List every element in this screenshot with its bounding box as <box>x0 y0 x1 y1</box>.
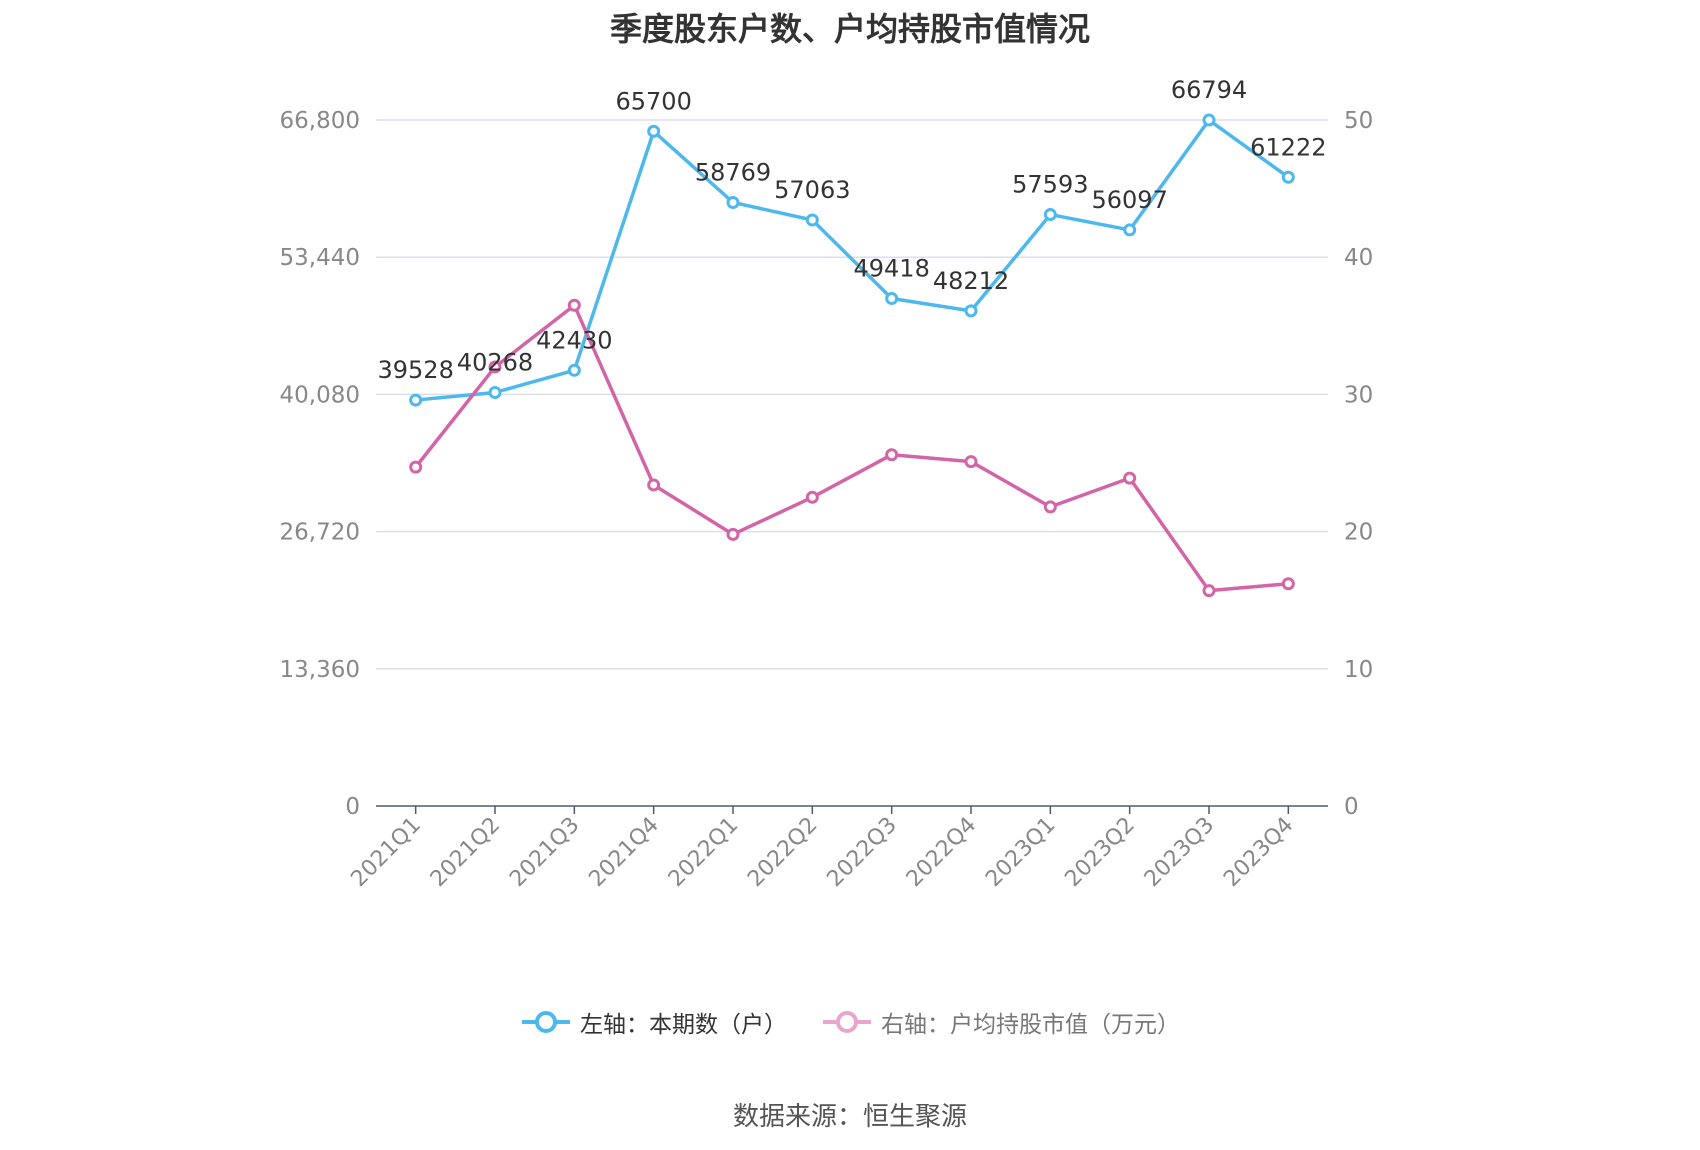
data-point <box>567 298 581 312</box>
data-point <box>488 360 502 374</box>
data-point <box>805 213 819 227</box>
data-point <box>726 527 740 541</box>
data-label: 56097 <box>1091 186 1167 214</box>
y-left-tick-label: 0 <box>345 794 360 820</box>
data-label: 40268 <box>457 348 533 376</box>
data-label: 61222 <box>1250 133 1326 161</box>
data-point <box>409 393 423 407</box>
data-label: 57593 <box>1012 171 1088 199</box>
data-point <box>964 304 978 318</box>
data-point <box>1123 471 1137 485</box>
y-left-tick-label: 26,720 <box>280 520 360 546</box>
data-label: 57063 <box>774 176 850 204</box>
data-point <box>805 490 819 504</box>
line-circle-icon <box>522 1011 570 1033</box>
data-point <box>1043 208 1057 222</box>
data-point <box>885 292 899 306</box>
x-tick-label: 2023Q3 <box>1140 813 1219 892</box>
y-right-tick-label: 50 <box>1344 108 1373 134</box>
y-left-tick-label: 40,080 <box>280 382 360 408</box>
legend-item-avg-value[interactable]: 右轴：户均持股市值（万元） <box>821 1005 1180 1039</box>
data-point <box>726 195 740 209</box>
line-circle-icon <box>823 1011 871 1033</box>
legend-label-households: 左轴：本期数（户） <box>580 1012 787 1038</box>
data-label: 39528 <box>377 356 453 384</box>
data-point <box>647 478 661 492</box>
y-right-tick-label: 20 <box>1344 520 1373 546</box>
data-point <box>567 363 581 377</box>
y-right-tick-label: 0 <box>1344 794 1359 820</box>
x-tick-label: 2023Q4 <box>1219 813 1298 892</box>
series-line-1 <box>414 303 1289 593</box>
data-label: 66794 <box>1171 76 1247 104</box>
grid-lines <box>376 119 1328 670</box>
data-point <box>1123 223 1137 237</box>
series-line-0 <box>415 118 1290 402</box>
y-right-tick-label: 30 <box>1344 382 1373 408</box>
data-point <box>647 124 661 138</box>
x-tick-label: 2022Q3 <box>822 813 901 892</box>
legend-label-avg-value: 右轴：户均持股市值（万元） <box>881 1012 1180 1038</box>
data-label: 49418 <box>853 255 929 283</box>
y-left-tick-label: 66,800 <box>280 108 360 134</box>
data-point <box>1281 577 1295 591</box>
chart-title: 季度股东户数、户均持股市值情况 <box>609 10 1090 48</box>
data-point <box>409 460 423 474</box>
x-tick-label: 2022Q4 <box>902 813 981 892</box>
data-point <box>1281 170 1295 184</box>
data-source: 数据来源：恒生聚源 <box>732 1102 967 1132</box>
data-label: 58769 <box>695 158 771 186</box>
legend-item-households[interactable]: 左轴：本期数（户） <box>520 1005 787 1039</box>
data-point <box>1043 500 1057 514</box>
data-point <box>1202 584 1216 598</box>
x-tick-label: 2021Q1 <box>346 813 425 892</box>
x-tick-label: 2023Q2 <box>1060 813 1139 892</box>
y-left-tick-label: 13,360 <box>280 657 360 683</box>
x-tick-label: 2021Q3 <box>505 813 584 892</box>
data-point <box>1202 113 1216 127</box>
data-point <box>488 385 502 399</box>
data-point <box>885 448 899 462</box>
x-tick-label: 2021Q4 <box>584 813 663 892</box>
data-label: 42430 <box>536 326 612 354</box>
x-tick-label: 2021Q2 <box>426 813 505 892</box>
x-tick-label: 2022Q2 <box>743 813 822 892</box>
data-label: 65700 <box>615 87 691 115</box>
x-tick-label: 2023Q1 <box>981 813 1060 892</box>
data-label: 48212 <box>933 267 1009 295</box>
y-right-tick-label: 40 <box>1344 245 1373 271</box>
axes: 0 0 13,360 10 26,720 20 40,080 30 53,440 40 66,800… <box>280 108 1374 892</box>
x-tick-label: 2022Q1 <box>664 813 743 892</box>
y-left-tick-label: 53,440 <box>280 245 360 271</box>
legend: 左轴：本期数（户） 右轴：户均持股市值（万元） <box>0 1005 1700 1039</box>
series-lines <box>409 113 1295 598</box>
data-point <box>964 455 978 469</box>
y-right-tick-label: 10 <box>1344 657 1373 683</box>
